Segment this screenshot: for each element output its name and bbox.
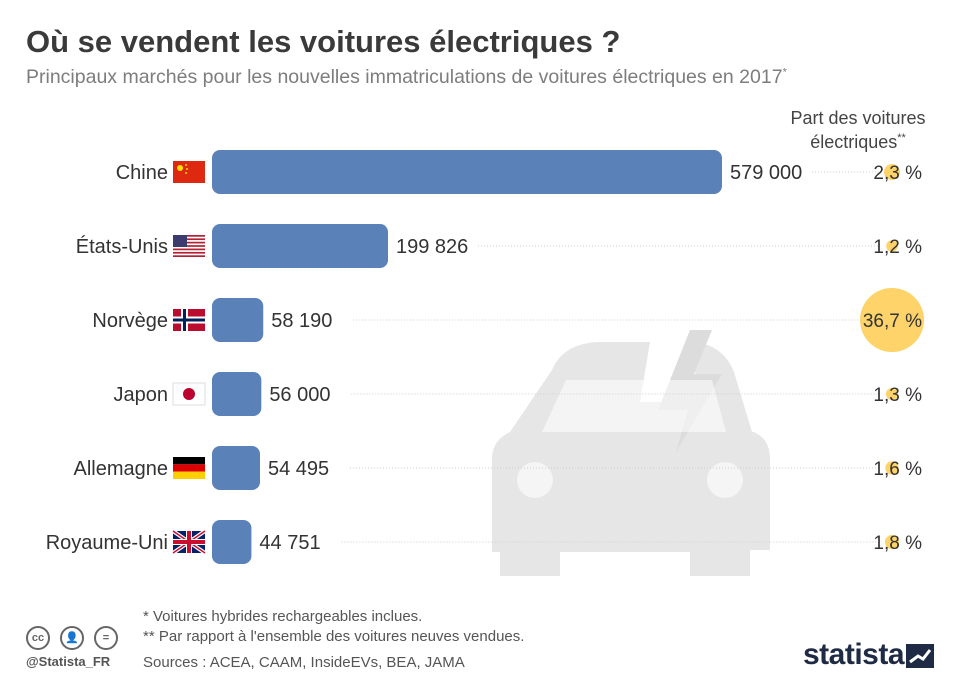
page-subtitle: Principaux marchés pour les nouvelles im… [26,66,787,89]
uk-flag [171,529,207,555]
share-header-mark: ** [897,132,906,144]
category-label: Allemagne [73,458,168,480]
share-header-line2: électriques [810,132,898,152]
share-bubble [885,461,899,475]
share-bubble [860,288,924,352]
value-label: 44 751 [259,532,320,554]
subtitle-text: Principaux marchés pour les nouvelles im… [26,66,783,88]
footnote-share-basis: ** Par rapport à l'ensemble des voitures… [143,628,525,645]
share-bubble [885,387,899,401]
share-label: 2,3 % [873,163,922,184]
bar [212,298,264,342]
share-label: 1,8 % [873,533,922,554]
share-header-line1: Part des voitures [790,108,926,128]
share-bubble [886,240,898,252]
share-label: 1,2 % [873,237,922,258]
china-flag [173,161,205,183]
sources: Sources : ACEA, CAAM, InsideEVs, BEA, JA… [143,654,465,671]
bar [212,446,261,490]
subtitle-footnote-mark: * [782,66,787,79]
by-icon[interactable]: 👤 [60,626,84,650]
share-label: 1,6 % [873,459,922,480]
value-label: 56 000 [269,384,330,406]
value-label: 579 000 [730,162,802,184]
share-label: 36,7 % [863,311,922,332]
bar [212,224,389,268]
statista-logo[interactable]: statista [803,638,905,671]
share-bubble [883,163,901,181]
category-label: Norvège [92,310,168,332]
nd-icon[interactable]: = [94,626,118,650]
value-label: 199 826 [396,236,468,258]
usa-flag [173,235,205,257]
share-column-header: Part des voitures électriques** [770,108,946,152]
germany-flag [173,457,205,479]
category-label: Royaume-Uni [46,532,168,554]
norway-flag [173,309,205,331]
statista-logo-icon [906,644,934,668]
footnote-plugin-hybrids: * Voitures hybrides rechargeables inclue… [143,608,423,625]
category-label: Japon [114,384,169,406]
page-title: Où se vendent les voitures électriques ? [26,24,621,59]
value-label: 58 190 [271,310,332,332]
bar [212,150,722,194]
electric-car-icon [492,330,770,576]
statista-handle[interactable]: @Statista_FR [26,654,111,669]
share-label: 1,3 % [873,385,922,406]
bar [212,520,252,564]
category-label: Chine [116,162,168,184]
category-label: États-Unis [76,235,168,258]
cc-icon[interactable]: cc [26,626,50,650]
value-label: 54 495 [268,458,329,480]
share-bubble [884,534,900,550]
bar [212,372,262,416]
japan-flag [172,382,206,406]
